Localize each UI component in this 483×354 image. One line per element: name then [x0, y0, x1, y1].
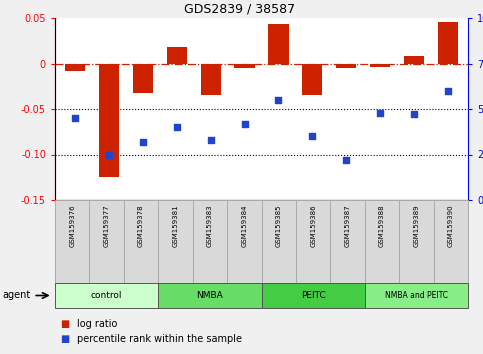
Text: GSM159384: GSM159384 [242, 204, 247, 247]
Bar [124, 200, 158, 283]
Bar [261, 200, 296, 283]
Text: NMBA and PEITC: NMBA and PEITC [385, 291, 448, 300]
Text: NMBA: NMBA [197, 291, 223, 300]
Bar [268, 24, 288, 63]
Bar [370, 63, 390, 67]
Point [241, 121, 248, 126]
Bar [365, 200, 399, 283]
Text: GSM159386: GSM159386 [310, 204, 316, 247]
Point [309, 133, 316, 139]
Bar [365, 283, 468, 308]
Point [410, 112, 418, 117]
Text: GSM159385: GSM159385 [276, 204, 282, 247]
Bar [434, 200, 468, 283]
Bar [399, 200, 434, 283]
Bar [193, 200, 227, 283]
Text: GSM159383: GSM159383 [207, 204, 213, 247]
Bar [89, 200, 124, 283]
Text: GSM159390: GSM159390 [448, 204, 454, 247]
Point [207, 137, 214, 143]
Bar [330, 200, 365, 283]
Text: control: control [91, 291, 122, 300]
Text: GDS2839 / 38587: GDS2839 / 38587 [184, 2, 295, 15]
Bar [296, 200, 330, 283]
Text: GSM159389: GSM159389 [413, 204, 419, 247]
Point [71, 115, 79, 121]
Text: agent: agent [2, 291, 30, 301]
Text: ■: ■ [60, 335, 69, 344]
Bar [234, 63, 255, 68]
Text: GSM159376: GSM159376 [69, 204, 75, 247]
Bar [65, 63, 85, 71]
Text: GSM159388: GSM159388 [379, 204, 385, 247]
Point [444, 88, 452, 93]
Bar [158, 283, 261, 308]
Text: ■: ■ [60, 319, 69, 329]
Point [342, 157, 350, 163]
Bar [302, 63, 323, 95]
Bar [55, 200, 89, 283]
Bar [133, 63, 153, 93]
Bar [167, 47, 187, 63]
Point [139, 139, 147, 144]
Bar [404, 56, 424, 63]
Bar [99, 63, 119, 177]
Bar [336, 63, 356, 68]
Text: GSM159378: GSM159378 [138, 204, 144, 247]
Point [274, 97, 282, 103]
Text: PEITC: PEITC [301, 291, 326, 300]
Bar [438, 22, 458, 63]
Text: GSM159381: GSM159381 [172, 204, 178, 247]
Point [105, 152, 113, 157]
Bar [200, 63, 221, 95]
Text: GSM159377: GSM159377 [104, 204, 110, 247]
Point [376, 110, 384, 115]
Bar [55, 283, 158, 308]
Bar [227, 200, 261, 283]
Point [173, 124, 181, 130]
Text: GSM159387: GSM159387 [344, 204, 351, 247]
Text: log ratio: log ratio [77, 319, 117, 329]
Text: percentile rank within the sample: percentile rank within the sample [77, 335, 241, 344]
Bar [158, 200, 193, 283]
Bar [261, 283, 365, 308]
